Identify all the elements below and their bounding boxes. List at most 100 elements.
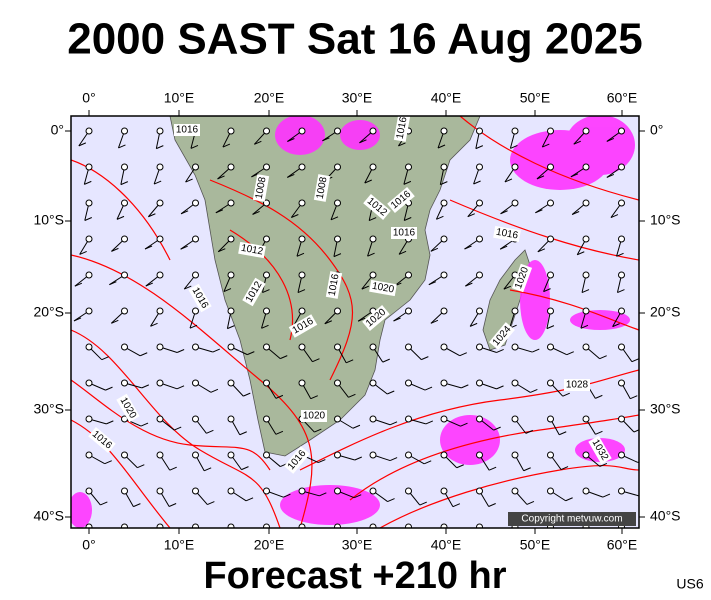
station xyxy=(192,451,199,459)
station xyxy=(263,235,270,243)
station xyxy=(156,343,164,351)
station xyxy=(440,127,448,135)
barb-flag xyxy=(141,384,150,389)
isobar-value: 1012 xyxy=(240,243,264,258)
isobar-value: 1016 xyxy=(495,227,519,242)
barb-flag xyxy=(616,252,624,257)
station xyxy=(227,163,235,171)
station xyxy=(227,343,235,351)
station xyxy=(369,343,377,351)
station xyxy=(334,523,341,528)
barb-flag xyxy=(606,174,615,178)
barb-flag xyxy=(189,324,198,329)
barb-flag xyxy=(562,392,570,397)
station xyxy=(405,487,412,495)
barb-flag xyxy=(111,247,119,252)
station xyxy=(298,307,306,315)
station xyxy=(511,127,519,135)
isobars xyxy=(71,116,639,528)
station xyxy=(263,487,270,495)
station xyxy=(369,271,377,279)
station xyxy=(334,163,341,171)
station xyxy=(334,415,341,423)
isobar-label-bg xyxy=(252,174,270,202)
station xyxy=(476,379,483,387)
barb-flag xyxy=(176,385,185,390)
barb-flag xyxy=(467,213,475,218)
station xyxy=(582,163,590,171)
station xyxy=(85,163,93,171)
barb-flag xyxy=(364,179,372,184)
isobar-label: 1016 xyxy=(325,271,343,299)
barb-flag xyxy=(581,289,590,294)
barb-flag xyxy=(133,503,141,508)
barb-flag xyxy=(638,495,639,497)
barb-flag xyxy=(637,532,644,535)
barb-flag xyxy=(190,144,199,149)
barb-flag xyxy=(324,320,332,325)
barb-flag xyxy=(156,145,164,150)
barb-flag xyxy=(227,325,235,330)
barb-flag xyxy=(473,180,481,185)
station xyxy=(582,271,590,279)
station xyxy=(476,523,483,528)
barb-flag xyxy=(144,245,153,250)
barb-flag xyxy=(318,459,326,464)
barb-flag xyxy=(212,348,220,353)
station xyxy=(547,199,554,207)
station xyxy=(263,415,270,423)
barb-flag xyxy=(488,503,496,507)
barb-flag xyxy=(493,536,500,539)
barb-flag xyxy=(573,140,581,145)
station xyxy=(156,199,164,207)
station xyxy=(156,307,164,315)
barb-flag xyxy=(101,356,109,361)
isobar-label-bg xyxy=(238,241,266,259)
barb-flag xyxy=(383,539,390,542)
station xyxy=(582,235,590,243)
station xyxy=(547,487,554,495)
barb-flag xyxy=(428,281,437,286)
barb-flag xyxy=(464,245,472,250)
station xyxy=(227,235,235,243)
barb-flag xyxy=(436,215,444,220)
isobar-label-bg xyxy=(284,446,310,474)
station xyxy=(369,415,377,423)
station xyxy=(85,199,93,207)
barb-flag xyxy=(469,322,478,327)
lon-label: 20°E xyxy=(254,90,285,106)
barb-staff xyxy=(124,526,126,528)
lon-label: 60°E xyxy=(607,537,638,553)
barb-flag xyxy=(504,178,513,183)
station xyxy=(156,379,164,387)
lat-label: 30°S xyxy=(33,401,64,417)
station xyxy=(476,343,483,351)
station xyxy=(547,271,554,279)
barb-flag xyxy=(310,395,318,400)
station xyxy=(263,379,270,387)
station xyxy=(192,343,199,351)
barb-flag xyxy=(423,460,432,465)
station xyxy=(192,415,199,423)
barb-flag xyxy=(215,209,224,214)
barb-flag xyxy=(595,430,603,435)
station xyxy=(440,343,448,351)
station xyxy=(547,127,554,135)
station xyxy=(369,235,377,243)
station xyxy=(156,487,164,495)
station xyxy=(440,235,448,243)
isobar-value: 1016 xyxy=(327,273,342,297)
barb-flag xyxy=(275,430,284,435)
station xyxy=(582,487,590,495)
barb-flag xyxy=(297,289,306,294)
barb-flag xyxy=(496,385,504,390)
station xyxy=(440,415,448,423)
barb-flag xyxy=(218,248,226,253)
isobar-label: 1008 xyxy=(313,174,331,202)
barb-flag xyxy=(357,317,366,322)
lon-label: 10°E xyxy=(164,90,195,106)
station xyxy=(582,307,590,315)
station xyxy=(121,451,128,459)
barb-flag xyxy=(111,319,119,324)
isobar-value: 1016 xyxy=(393,228,416,239)
